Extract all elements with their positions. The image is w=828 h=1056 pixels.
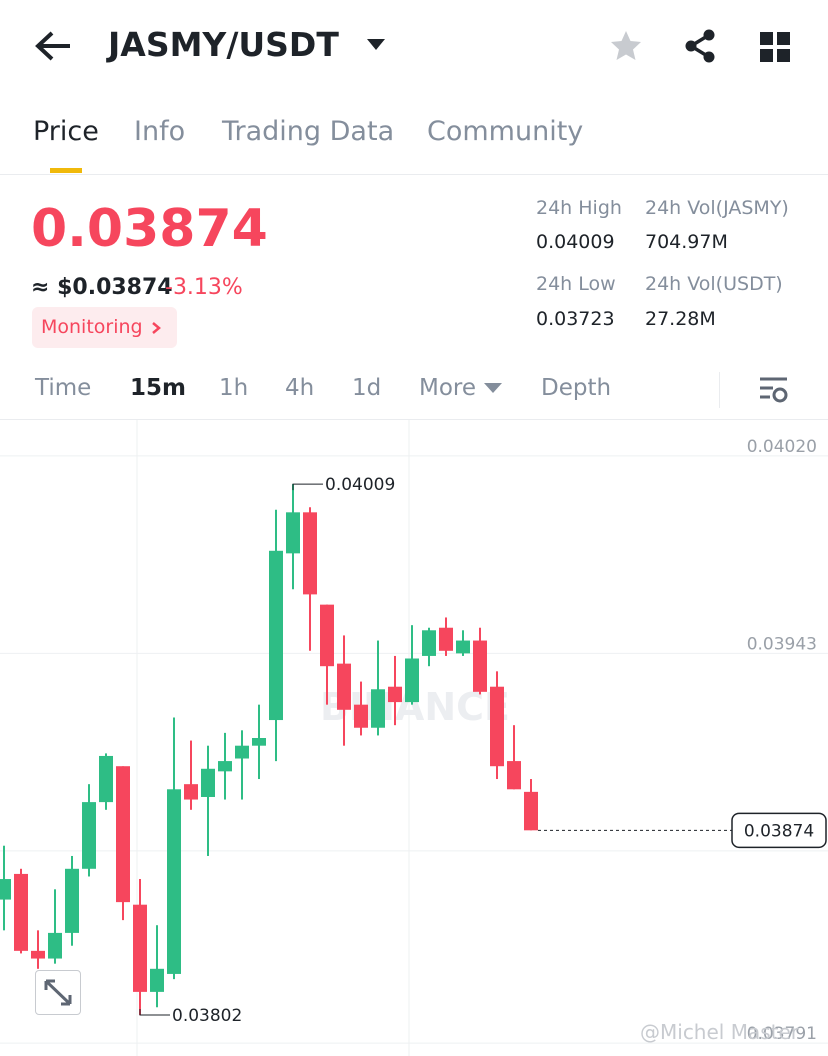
tab[interactable]: Info	[134, 116, 186, 147]
price-change: -3.13%	[165, 275, 243, 300]
credit: @Michel Master	[640, 1020, 800, 1044]
max-marker	[292, 483, 323, 491]
chart-settings[interactable]	[759, 376, 789, 404]
candle-body	[303, 512, 317, 595]
candle-body	[167, 789, 181, 974]
candle-body	[320, 604, 334, 667]
candle-body	[507, 761, 521, 790]
candle-body	[201, 768, 215, 797]
candle-body	[422, 630, 436, 656]
candle-body	[82, 802, 96, 869]
candle-body	[371, 689, 385, 728]
stat-value: 0.04009	[536, 231, 615, 253]
candle-body	[48, 932, 62, 959]
usd-price: ≈ $0.03874	[31, 275, 173, 300]
last-price: 0.03874	[31, 199, 268, 259]
interval[interactable]: 1h	[219, 375, 249, 401]
min-marker	[139, 1008, 170, 1016]
pair-title[interactable]: JASMY/USDT	[108, 25, 339, 64]
candle-body	[31, 950, 45, 959]
tab[interactable]: Community	[427, 116, 584, 147]
y-tick-label: 0.03943	[747, 634, 817, 654]
candle-body	[337, 663, 351, 710]
candle-body	[99, 755, 113, 803]
min-label: 0.03802	[172, 1006, 242, 1026]
y-tick-label: 0.03791	[747, 1024, 817, 1044]
candle-body	[184, 784, 198, 800]
candle-body	[133, 904, 147, 992]
expand-button[interactable]	[35, 970, 81, 1015]
candle-body	[14, 873, 28, 951]
pair-caret[interactable]	[367, 39, 385, 51]
candle-body	[150, 968, 164, 992]
max-label: 0.04009	[325, 475, 395, 495]
stat-label: 24h Vol(JASMY)	[645, 197, 789, 219]
monitoring-label[interactable]: Monitoring	[41, 316, 143, 338]
more-caret[interactable]	[484, 383, 502, 394]
candle-body	[439, 627, 453, 651]
stat-label: 24h Low	[536, 273, 616, 295]
candle-body	[456, 640, 470, 654]
candle-body	[473, 640, 487, 692]
stat-value: 0.03723	[536, 308, 615, 330]
divider	[719, 372, 720, 408]
candle-body	[286, 512, 300, 554]
tab[interactable]: Price	[33, 116, 99, 147]
interval[interactable]: 1d	[352, 375, 382, 401]
back-button[interactable]	[34, 30, 72, 62]
stat-value: 27.28M	[645, 308, 716, 330]
favorite-star[interactable]	[609, 29, 643, 63]
divider	[0, 174, 828, 175]
candle-body	[252, 738, 266, 746]
y-tick-label: 0.04020	[747, 437, 817, 457]
candle-body	[116, 766, 130, 903]
interval[interactable]: 4h	[285, 375, 315, 401]
last-price-label: 0.03874	[744, 821, 814, 841]
last-price-box	[731, 812, 827, 849]
interval[interactable]: 15m	[130, 375, 186, 401]
candle-body	[354, 704, 368, 728]
candle-body	[388, 686, 402, 703]
tab-indicator	[50, 168, 82, 173]
candle-body	[218, 761, 232, 772]
share-button[interactable]	[683, 29, 717, 63]
candle-body	[524, 791, 538, 831]
stat-label: 24h High	[536, 197, 622, 219]
stat-value: 704.97M	[645, 231, 728, 253]
layout-button[interactable]	[760, 32, 790, 62]
monitoring-pill[interactable]	[32, 307, 177, 348]
interval[interactable]: More	[419, 375, 477, 401]
candle-body	[269, 550, 283, 721]
interval[interactable]: Time	[35, 375, 92, 401]
candle-body	[235, 745, 249, 759]
interval[interactable]: Depth	[541, 375, 612, 401]
stat-label: 24h Vol(USDT)	[645, 273, 783, 295]
chart: BINANCE 0.040200.039430.038660.037910.04…	[0, 420, 828, 1056]
candle-body	[0, 879, 11, 900]
divider	[0, 419, 828, 420]
candle-body	[405, 658, 419, 703]
tab[interactable]: Trading Data	[222, 116, 395, 147]
monitoring-chevron	[152, 322, 161, 334]
candle-body	[65, 868, 79, 933]
candle-body	[490, 686, 504, 767]
